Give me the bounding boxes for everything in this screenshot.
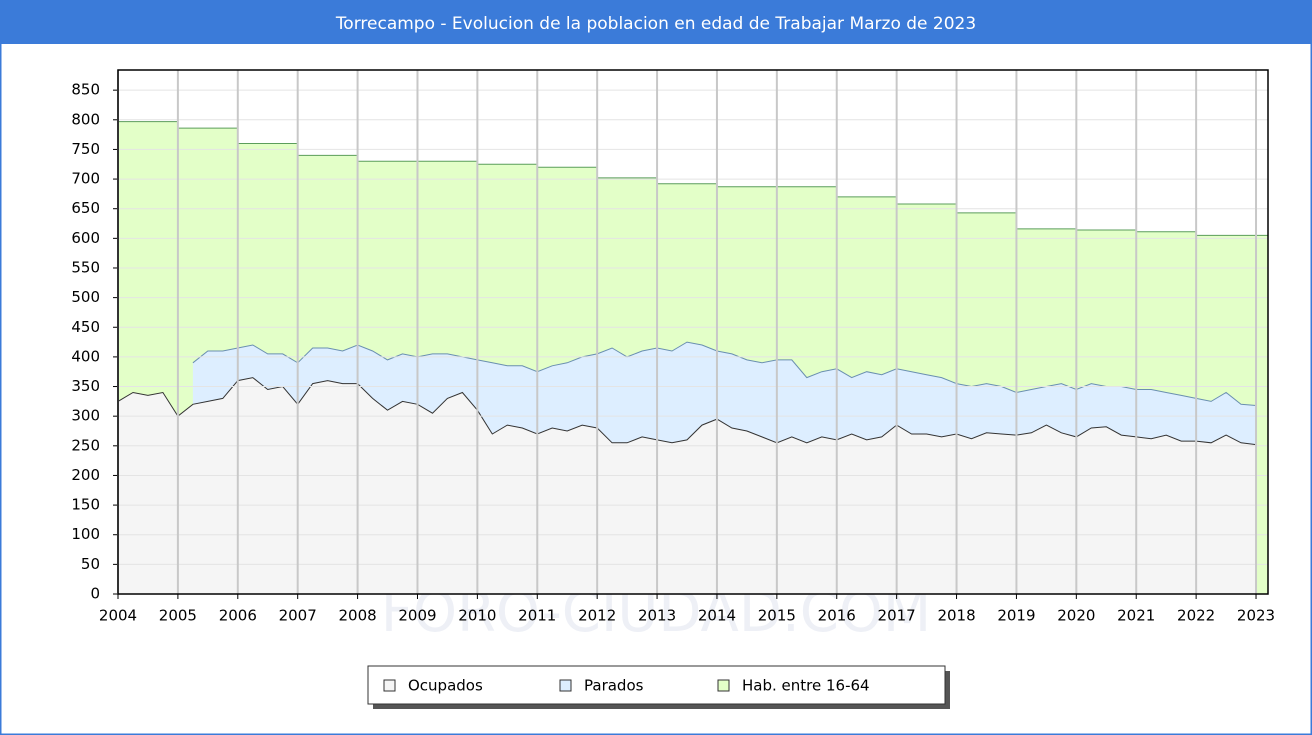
y-tick-label: 650 xyxy=(71,199,100,217)
legend-swatch xyxy=(383,679,396,692)
legend-swatch xyxy=(717,679,730,692)
y-tick-label: 500 xyxy=(71,288,100,306)
y-tick-label: 0 xyxy=(90,585,100,603)
x-tick-label: 2015 xyxy=(758,607,796,625)
x-tick-label: 2022 xyxy=(1177,607,1215,625)
legend-label: Ocupados xyxy=(408,677,483,695)
y-tick-label: 450 xyxy=(71,318,100,336)
y-tick-label: 50 xyxy=(81,555,100,573)
y-tick-label: 350 xyxy=(71,377,100,395)
y-tick-label: 800 xyxy=(71,110,100,128)
y-tick-label: 750 xyxy=(71,140,100,158)
series-line xyxy=(117,377,1257,446)
x-tick-label: 2009 xyxy=(398,607,436,625)
y-tick-label: 200 xyxy=(71,466,100,484)
y-tick-label: 600 xyxy=(71,229,100,247)
y-tick-label: 100 xyxy=(71,525,100,543)
x-tick-label: 2013 xyxy=(638,607,676,625)
x-tick-label: 2006 xyxy=(219,607,257,625)
x-tick-label: 2012 xyxy=(578,607,616,625)
legend-swatch xyxy=(559,679,572,692)
legend-label: Hab. entre 16-64 xyxy=(742,677,870,695)
x-tick-label: 2004 xyxy=(99,607,137,625)
x-tick-label: 2017 xyxy=(878,607,916,625)
series-line xyxy=(192,341,1257,406)
x-tick-label: 2007 xyxy=(279,607,317,625)
x-tick-label: 2014 xyxy=(698,607,736,625)
x-tick-label: 2018 xyxy=(937,607,975,625)
y-tick-label: 700 xyxy=(71,170,100,188)
x-tick-label: 2020 xyxy=(1057,607,1095,625)
y-tick-label: 550 xyxy=(71,258,100,276)
x-tick-label: 2016 xyxy=(818,607,856,625)
y-tick-label: 150 xyxy=(71,496,100,514)
x-tick-label: 2019 xyxy=(997,607,1035,625)
x-tick-label: 2021 xyxy=(1117,607,1155,625)
x-tick-label: 2011 xyxy=(518,607,556,625)
x-tick-label: 2023 xyxy=(1237,607,1275,625)
y-tick-label: 250 xyxy=(71,436,100,454)
x-tick-label: 2005 xyxy=(159,607,197,625)
y-tick-label: 300 xyxy=(71,407,100,425)
title-bar xyxy=(0,0,1312,44)
plot-border xyxy=(117,69,1269,595)
area xyxy=(118,377,1256,594)
y-tick-label: 400 xyxy=(71,347,100,365)
x-tick-label: 2008 xyxy=(338,607,376,625)
legend-label: Parados xyxy=(584,677,644,695)
x-tick-label: 2010 xyxy=(458,607,496,625)
y-tick-label: 850 xyxy=(71,81,100,99)
legend xyxy=(367,665,946,705)
chart-title: Torrecampo - Evolucion de la poblacion e… xyxy=(335,14,976,34)
